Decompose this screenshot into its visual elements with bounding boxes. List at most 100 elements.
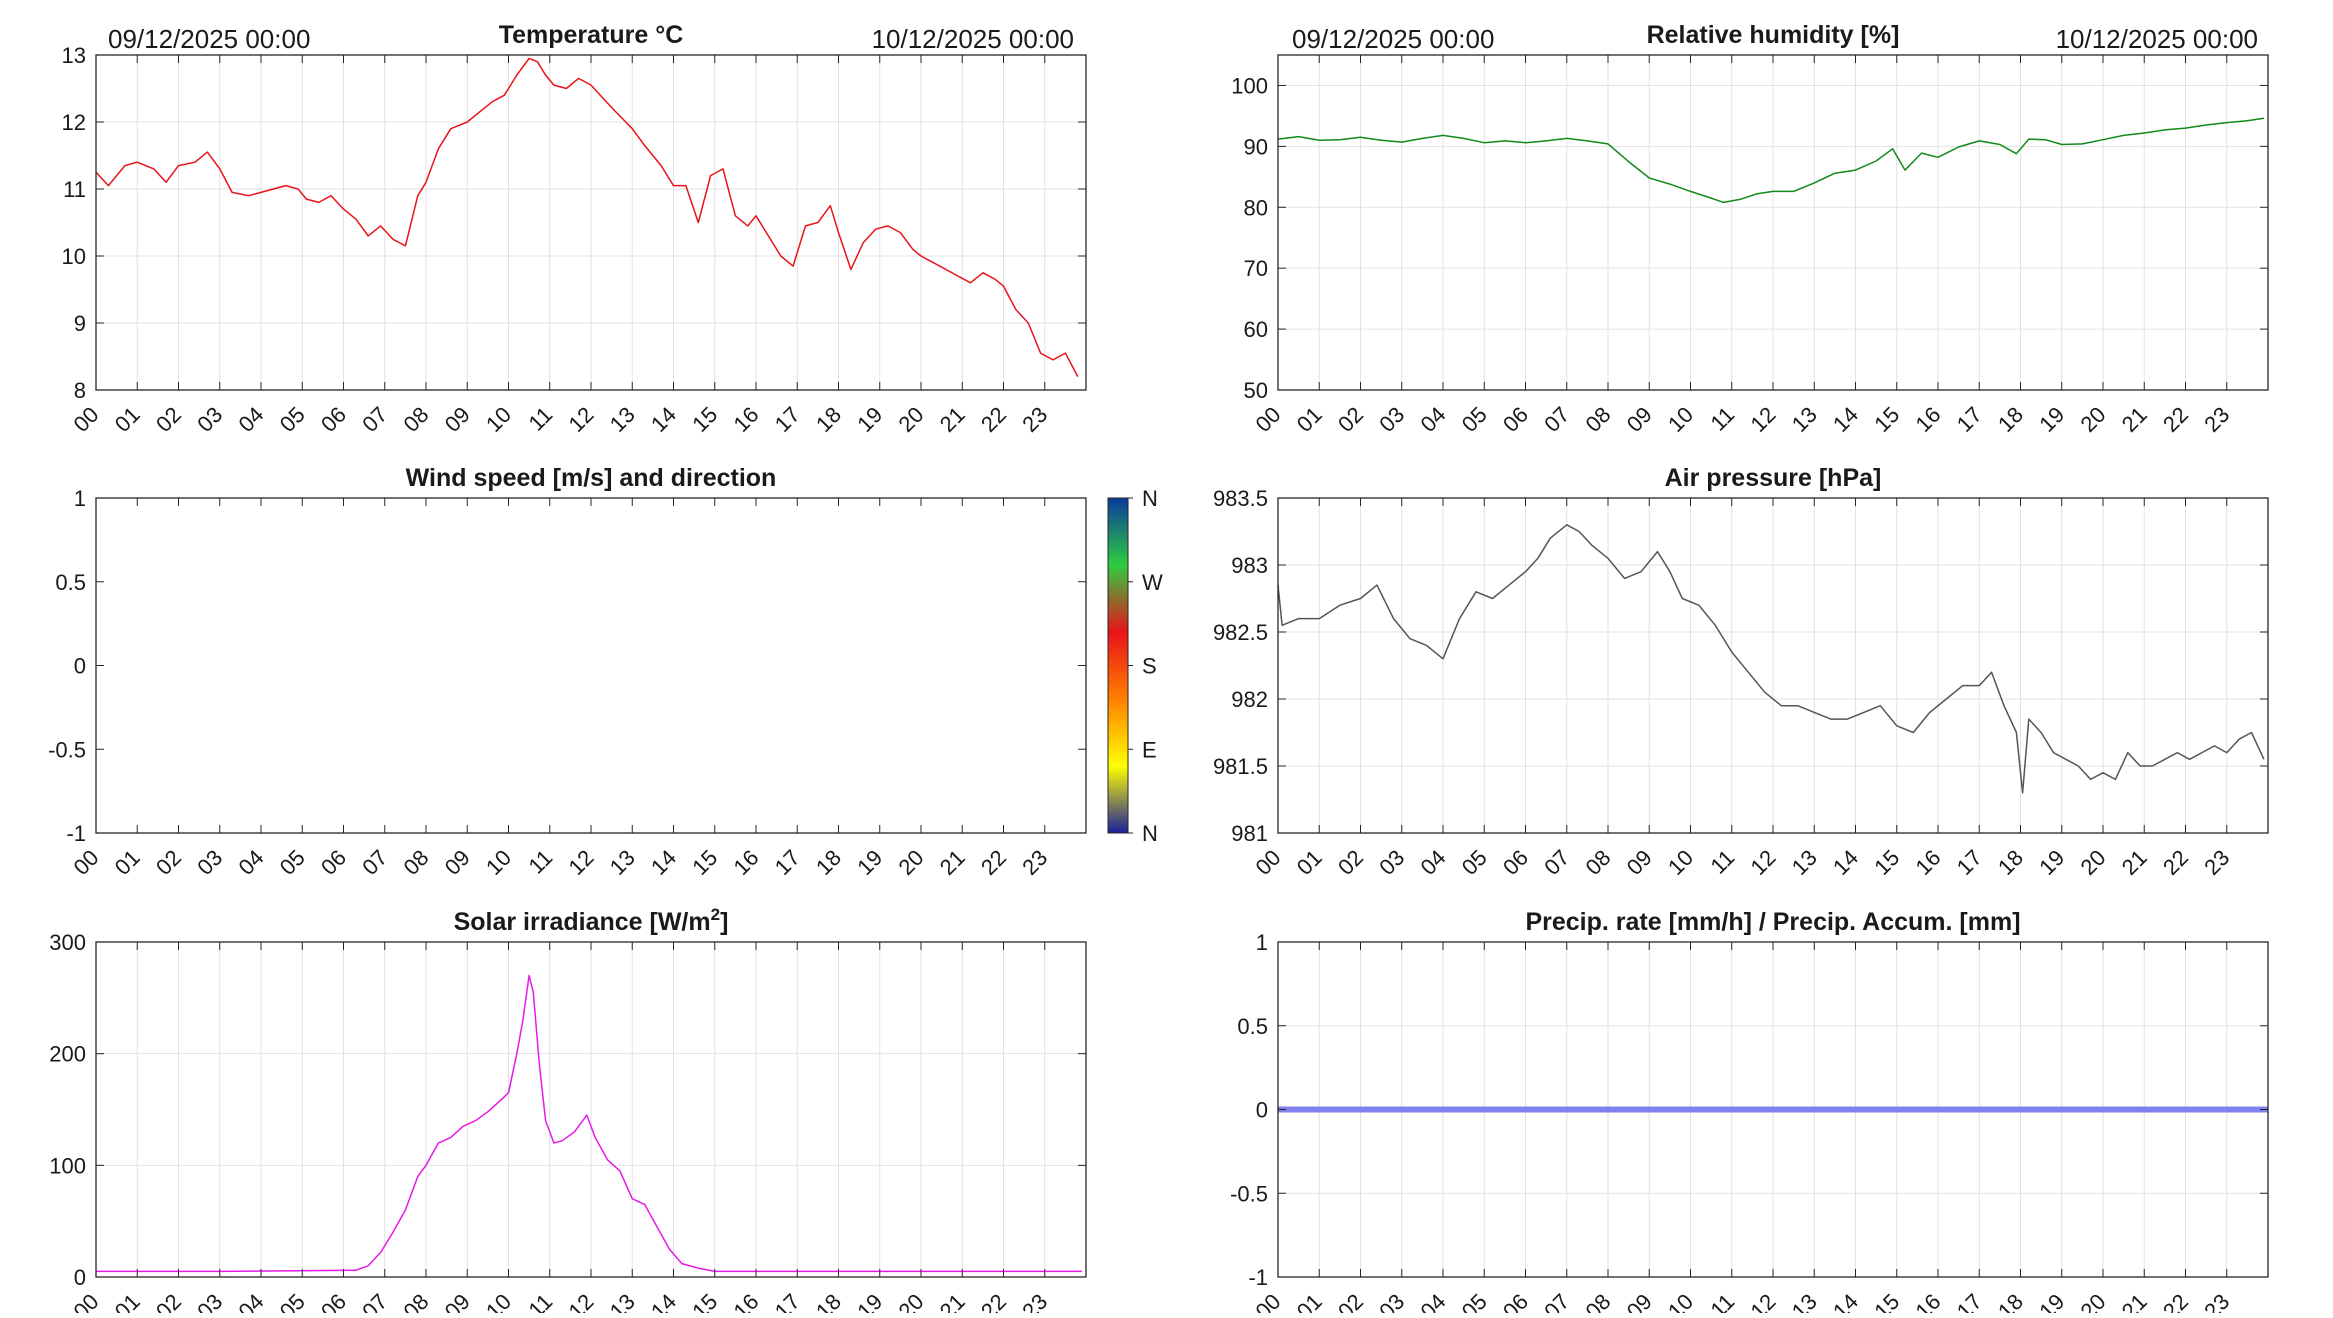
humidity-xtick-label: 18 [1993,402,2028,437]
wind-ytick-label: -1 [66,821,86,846]
pressure-ytick-label: 983.5 [1213,486,1268,511]
humidity-xtick-label: 16 [1911,402,1946,437]
humidity-title: Relative humidity [%] [1647,21,1900,49]
pressure-xtick-label: 12 [1746,845,1781,880]
pressure-series-line [1277,524,2265,794]
humidity-xtick-label: 19 [2034,402,2069,437]
pressure-xtick-label: 03 [1374,845,1409,880]
wind-xtick-label: 09 [440,845,475,880]
pressure-ytick-label: 983 [1231,553,1268,578]
wind-xtick-label: 08 [399,845,434,880]
solar-ytick-label: 100 [49,1153,86,1178]
precip-xtick-label: 17 [1952,1289,1987,1313]
temperature-ytick-label: 10 [62,244,86,269]
pressure-ytick-label: 982.5 [1213,620,1268,645]
header-right-start: 09/12/2025 00:00 [1292,24,1494,54]
precip-xtick-label: 02 [1333,1289,1368,1313]
pressure-xtick-label: 07 [1539,845,1574,880]
pressure-xtick-label: 20 [2076,845,2111,880]
pressure-xtick-label: 14 [1828,845,1863,880]
solar-xtick-label: 06 [316,1289,351,1313]
precip-xtick-label: 21 [2117,1289,2152,1313]
wind-xtick-label: 19 [852,845,887,880]
precip-ytick-label: -0.5 [1230,1181,1268,1206]
solar-xtick-label: 03 [192,1289,227,1313]
pressure-xtick-label: 16 [1911,845,1946,880]
temperature-xtick-label: 14 [646,402,681,437]
temperature-xtick-label: 18 [811,402,846,437]
pressure-xtick-label: 15 [1869,845,1904,880]
solar-ytick-label: 200 [49,1042,86,1067]
pressure-xtick-label: 01 [1292,845,1327,880]
wind-ytick-label: 0 [74,654,86,679]
temperature-xtick-label: 08 [399,402,434,437]
temperature-xtick-label: 19 [852,402,887,437]
solar-xtick-label: 23 [1017,1289,1052,1313]
wind-xtick-label: 16 [729,845,764,880]
solar-xtick-label: 21 [935,1289,970,1313]
wind-xtick-label: 10 [481,845,516,880]
precip-xtick-label: 19 [2034,1289,2069,1313]
pressure-xtick-label: 09 [1622,845,1657,880]
solar-ytick-label: 0 [74,1265,86,1290]
solar-xtick-label: 10 [481,1289,516,1313]
solar-xtick-label: 19 [852,1289,887,1313]
solar-xtick-label: 09 [440,1289,475,1313]
humidity-ytick-label: 50 [1244,378,1268,403]
solar-xtick-label: 16 [729,1289,764,1313]
precip-ytick-label: 0.5 [1237,1014,1268,1039]
humidity-xtick-label: 08 [1581,402,1616,437]
precip-xtick-label: 15 [1869,1289,1904,1313]
temperature-ytick-label: 12 [62,110,86,135]
solar-xtick-label: 13 [605,1289,640,1313]
pressure-xtick-label: 19 [2034,845,2069,880]
humidity-xtick-label: 15 [1869,402,1904,437]
pressure-ytick-label: 981 [1231,821,1268,846]
wind-xtick-label: 01 [110,845,145,880]
pressure-xtick-label: 10 [1663,845,1698,880]
pressure-xtick-label: 00 [1251,845,1286,880]
precip-xtick-label: 06 [1498,1289,1533,1313]
temperature-ytick-label: 8 [74,378,86,403]
precip-xtick-label: 23 [2199,1289,2234,1313]
humidity-xtick-label: 00 [1251,402,1286,437]
solar-xtick-label: 05 [275,1289,310,1313]
solar-xtick-label: 15 [687,1289,722,1313]
temperature-xtick-label: 20 [894,402,929,437]
solar-ytick-label: 300 [49,930,86,955]
temperature-ytick-label: 9 [74,311,86,336]
solar-xtick-label: 20 [894,1289,929,1313]
solar-xtick-label: 12 [564,1289,599,1313]
solar-xtick-label: 02 [151,1289,186,1313]
temperature-xtick-label: 17 [770,402,805,437]
temperature-title: Temperature °C [499,21,684,49]
pressure-xtick-label: 22 [2158,845,2193,880]
pressure-xtick-label: 13 [1787,845,1822,880]
temperature-xtick-label: 04 [234,402,269,437]
humidity-ytick-label: 80 [1244,195,1268,220]
humidity-xtick-label: 12 [1746,402,1781,437]
wind-xtick-label: 20 [894,845,929,880]
wind-xtick-label: 06 [316,845,351,880]
pressure-ytick-label: 981.5 [1213,754,1268,779]
humidity-xtick-label: 02 [1333,402,1368,437]
precip-xtick-label: 01 [1292,1289,1327,1313]
wind-xtick-label: 03 [192,845,227,880]
precip-xtick-label: 14 [1828,1289,1863,1313]
precip-xtick-label: 16 [1911,1289,1946,1313]
wind-xtick-label: 14 [646,845,681,880]
header-right-end: 10/12/2025 00:00 [2056,24,2258,54]
solar-xtick-label: 14 [646,1289,681,1313]
temperature-xtick-label: 01 [110,402,145,437]
pressure-xtick-label: 06 [1498,845,1533,880]
humidity-xtick-label: 10 [1663,402,1698,437]
temperature-xtick-label: 00 [69,402,104,437]
solar-xtick-label: 17 [770,1289,805,1313]
solar-title: Solar irradiance [W/m2] [454,905,729,936]
temperature-ytick-label: 11 [63,177,86,202]
humidity-xtick-label: 03 [1374,402,1409,437]
temperature-xtick-label: 06 [316,402,351,437]
solar-xtick-label: 22 [976,1289,1011,1313]
